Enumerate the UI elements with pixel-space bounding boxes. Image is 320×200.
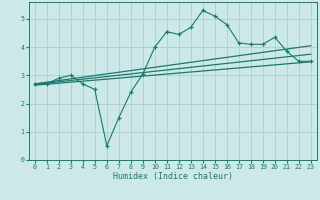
X-axis label: Humidex (Indice chaleur): Humidex (Indice chaleur) [113,172,233,181]
